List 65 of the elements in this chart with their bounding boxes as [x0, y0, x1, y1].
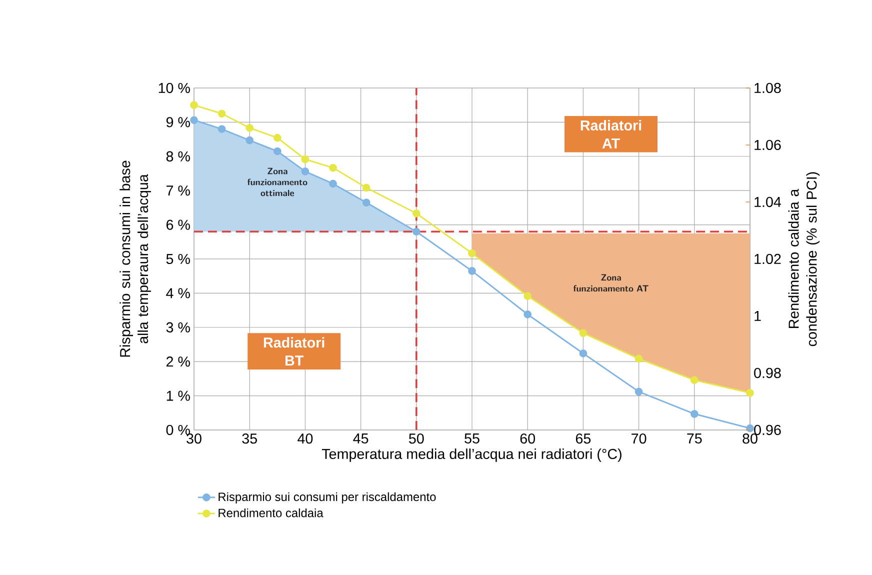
legend-label: Risparmio sui consumi per riscaldamento	[218, 492, 436, 504]
point	[412, 228, 420, 236]
point	[690, 376, 698, 384]
y-tick-label: 4 %	[166, 288, 190, 298]
y-tick-label: 2 %	[166, 356, 190, 367]
y-tick-label: 3 %	[166, 322, 190, 332]
y-tick-label: 9 %	[166, 117, 190, 128]
point	[301, 167, 310, 176]
x-tick-label: 55	[464, 434, 480, 444]
x-axis-title: Temperatura media dell’acqua nei radiatori (°C)	[322, 448, 622, 462]
y-tick-label: 1 %	[166, 390, 190, 401]
point	[362, 184, 370, 192]
point	[524, 292, 532, 300]
point	[190, 116, 198, 124]
point	[634, 354, 643, 363]
point	[273, 147, 282, 156]
point	[690, 410, 698, 418]
x-tick-label: 35	[242, 434, 257, 444]
point	[273, 134, 282, 142]
y2-tick-label: 1	[754, 311, 761, 321]
annotation: Zona funzionamento AT	[574, 274, 648, 292]
legend-label: Rendimento caldaia	[218, 508, 324, 518]
point	[218, 110, 226, 118]
annotation: Radiatori AT	[580, 120, 642, 148]
y2-tick-label: 0.98	[754, 368, 781, 378]
x-tick-label: 45	[353, 434, 368, 444]
point	[329, 164, 337, 172]
y2-tick-label: 0.96	[754, 424, 781, 436]
y2-tick-label: 1.04	[754, 196, 782, 208]
x-tick-label: 30	[186, 434, 202, 444]
x-tick-label: 65	[576, 434, 591, 444]
point	[468, 249, 476, 258]
y2-tick-label: 1.08	[754, 82, 781, 94]
point	[246, 136, 254, 144]
point	[362, 198, 370, 206]
point	[746, 388, 754, 397]
y2-axis-title: Rendimento caldaia a condensazione (% sul PCI)	[788, 172, 820, 346]
y-tick-label: 10 %	[158, 82, 190, 94]
point	[190, 101, 198, 110]
point	[301, 155, 310, 164]
y2-tick-label: 1.06	[754, 140, 781, 150]
y-tick-label: 6 %	[166, 220, 190, 230]
point	[579, 329, 588, 338]
y-tick-label: 7 %	[166, 186, 190, 196]
x-tick-label: 50	[409, 434, 424, 444]
y-axis-title: Risparmio sui consumi in base alla temperaura dell’acqua	[120, 160, 151, 357]
point	[218, 125, 226, 133]
y-tick-label: 0 %	[166, 424, 190, 436]
x-tick-label: 70	[632, 434, 646, 444]
point	[579, 349, 588, 358]
y-tick-label: 5 %	[166, 254, 190, 264]
x-tick-label: 80	[742, 434, 758, 444]
point	[524, 310, 532, 318]
x-tick-label: 60	[520, 434, 536, 444]
point	[634, 388, 643, 396]
x-tick-label: 40	[298, 434, 313, 444]
y-tick-label: 8 %	[166, 151, 190, 162]
y2-tick-label: 1.02	[754, 254, 781, 264]
x-tick-label: 75	[687, 434, 702, 444]
annotation: Zona funzionamento ottimale	[248, 168, 308, 196]
point	[246, 124, 254, 132]
annotation: Radiatori BT	[264, 337, 324, 366]
point	[329, 180, 337, 188]
point	[468, 267, 476, 275]
point	[412, 209, 420, 218]
